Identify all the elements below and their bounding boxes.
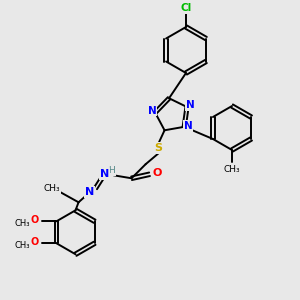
Text: H: H <box>108 166 115 175</box>
Text: CH₃: CH₃ <box>224 164 240 173</box>
Text: CH₃: CH₃ <box>15 241 30 250</box>
Text: CH₃: CH₃ <box>15 219 30 228</box>
Text: O: O <box>153 168 162 178</box>
Text: Cl: Cl <box>180 3 192 13</box>
Text: O: O <box>30 237 39 247</box>
Text: O: O <box>30 215 39 225</box>
Text: N: N <box>148 106 157 116</box>
Text: N: N <box>100 169 109 179</box>
Text: N: N <box>85 187 94 197</box>
Text: S: S <box>154 143 163 153</box>
Text: N: N <box>186 100 194 110</box>
Text: N: N <box>184 121 193 131</box>
Text: CH₃: CH₃ <box>43 184 60 193</box>
